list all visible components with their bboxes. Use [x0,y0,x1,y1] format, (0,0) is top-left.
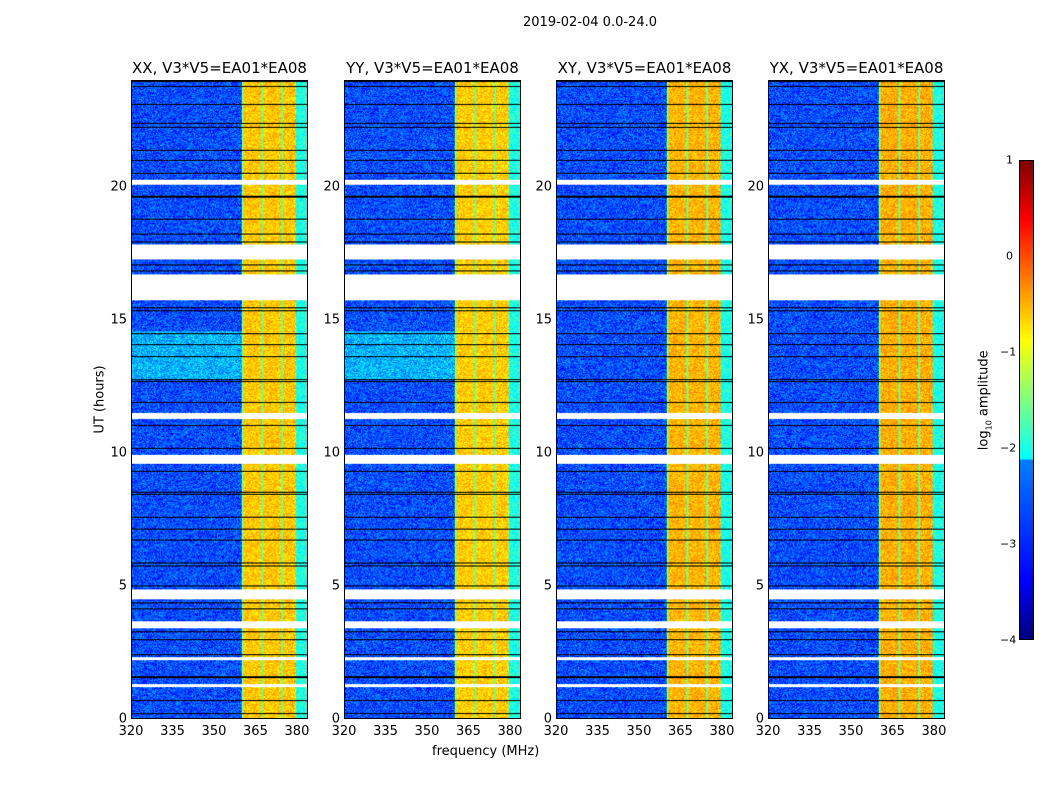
x-tick-label: 335 [797,724,822,739]
y-tick-label: 10 [747,445,764,461]
x-tick-label: 320 [543,724,569,739]
y-tick-label: 0 [543,711,552,727]
heatmap-canvas [557,81,732,718]
y-tick-label: 20 [747,179,764,194]
figure-title: 2019-02-04 0.0-24.0 [523,15,657,30]
heatmap-canvas [769,81,944,718]
x-tick-label: 350 [414,724,440,739]
x-tick-label: 380 [921,724,947,739]
x-tick-label: 350 [201,724,227,739]
colorbar-label: log10 amplitude [976,350,994,451]
panel-title: XY, V3*V5=EA01*EA08 [557,59,732,77]
y-tick-label: 5 [331,578,340,594]
y-tick-label: 0 [118,711,127,727]
heatmap-panel [344,80,521,719]
y-tick-label: 5 [118,578,127,594]
y-tick-label: 15 [535,312,552,328]
y-tick-label: 15 [110,312,127,328]
heatmap-panel [768,80,945,719]
panel-title: YX, V3*V5=EA01*EA08 [769,59,944,77]
y-tick-label: 0 [331,711,340,727]
panel-title: XX, V3*V5=EA01*EA08 [132,59,307,77]
heatmap-panel [131,80,308,719]
x-tick-label: 335 [585,724,610,739]
y-axis-label: UT (hours) [92,365,108,434]
x-tick-label: 365 [880,724,905,739]
y-tick-label: 20 [323,179,340,194]
x-tick-label: 320 [331,724,357,739]
x-tick-label: 335 [373,724,398,739]
y-tick-label: 20 [535,179,552,194]
x-tick-label: 350 [626,724,652,739]
y-tick-label: 5 [543,578,552,594]
y-tick-label: 15 [747,312,764,328]
y-tick-label: 10 [110,445,127,461]
heatmap-canvas [132,81,307,718]
colorbar-tick-label: −1 [1000,345,1017,359]
colorbar-tick-label: −3 [1000,537,1017,551]
y-tick-label: 20 [110,179,127,194]
y-tick-label: 15 [323,312,340,328]
x-tick-label: 320 [755,724,781,739]
y-tick-label: 10 [323,445,340,461]
y-tick-label: 10 [535,445,552,461]
y-tick-label: 0 [755,711,764,727]
heatmap-panel [556,80,733,719]
x-tick-label: 350 [838,724,864,739]
heatmap-canvas [345,81,520,718]
panel-title: YY, V3*V5=EA01*EA08 [346,59,519,77]
colorbar [1019,160,1034,640]
x-tick-label: 335 [160,724,185,739]
colorbar-tick-label: −2 [1000,441,1017,455]
x-tick-label: 320 [118,724,144,739]
x-tick-label: 365 [243,724,268,739]
y-tick-label: 5 [755,578,764,594]
x-tick-label: 380 [497,724,523,739]
x-tick-label: 380 [709,724,735,739]
colorbar-tick-label: −4 [1000,633,1017,647]
colorbar-tick-label: 0 [1006,249,1013,263]
x-tick-label: 380 [284,724,310,739]
x-tick-label: 365 [456,724,481,739]
x-axis-label: frequency (MHz) [432,744,540,759]
colorbar-tick-label: 1 [1006,153,1013,167]
x-tick-label: 365 [668,724,693,739]
